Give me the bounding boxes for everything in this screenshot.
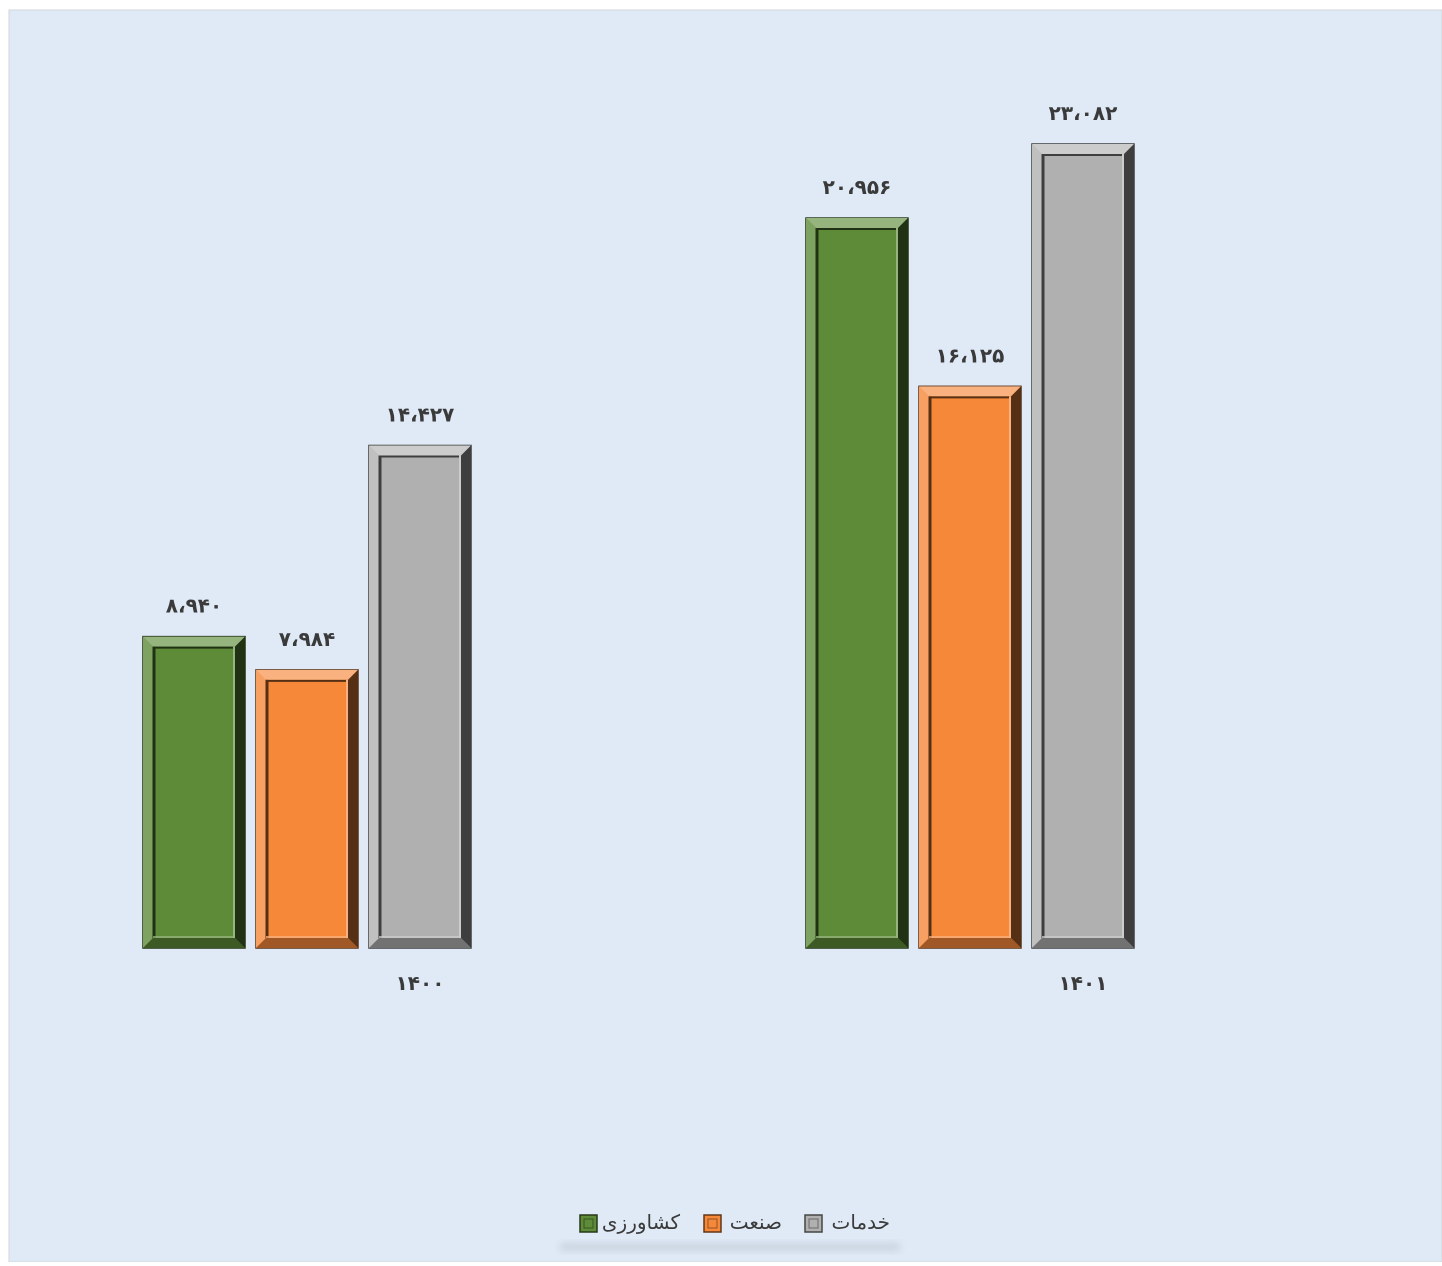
data-label: ۱۶،۱۲۵: [936, 343, 1005, 367]
data-label: ۲۰،۹۵۶: [823, 175, 892, 199]
bar-1-1: [142, 635, 246, 949]
legend: کشاورزی صنعت خدمات: [553, 1198, 903, 1251]
labels-layer: ۸،۹۴۰ ۷،۹۸۴ ۱۴،۴۲۷ ۱۴۰۰ ۲۰،۹۵۶ ۱۶،۱۲۵ ۲۳،۰۸۲ ۱۴…: [166, 101, 1118, 995]
bar-1-2: [255, 669, 359, 949]
category-label: ۱۴۰۱: [1059, 971, 1108, 995]
legend-swatch: [579, 1214, 598, 1233]
chart-background: [8, 9, 1442, 1263]
data-label: ۱۴،۴۲۷: [386, 402, 455, 426]
bar-2-2: [918, 385, 1022, 949]
legend-item: صنعت: [703, 1210, 782, 1234]
category-label: ۱۴۰۰: [396, 971, 445, 995]
data-label: ۲۳،۰۸۲: [1049, 101, 1118, 125]
legend-item: خدمات: [804, 1210, 891, 1234]
legend-label: صنعت: [730, 1210, 782, 1234]
bar-2-1: [805, 217, 909, 949]
legend-label: خدمات: [832, 1210, 891, 1234]
bars-layer: [142, 143, 1135, 949]
legend-item: کشاورزی: [579, 1210, 681, 1234]
legend-shadow: [560, 1243, 900, 1251]
legend-swatch: [804, 1214, 823, 1233]
legend-box: [553, 1198, 903, 1250]
data-label: ۷،۹۸۴: [279, 627, 335, 651]
bar-1-3: [368, 444, 472, 949]
bar-2-3: [1031, 143, 1135, 949]
data-label: ۸،۹۴۰: [166, 594, 222, 618]
legend-swatch: [703, 1214, 722, 1233]
legend-label: کشاورزی: [602, 1210, 681, 1234]
